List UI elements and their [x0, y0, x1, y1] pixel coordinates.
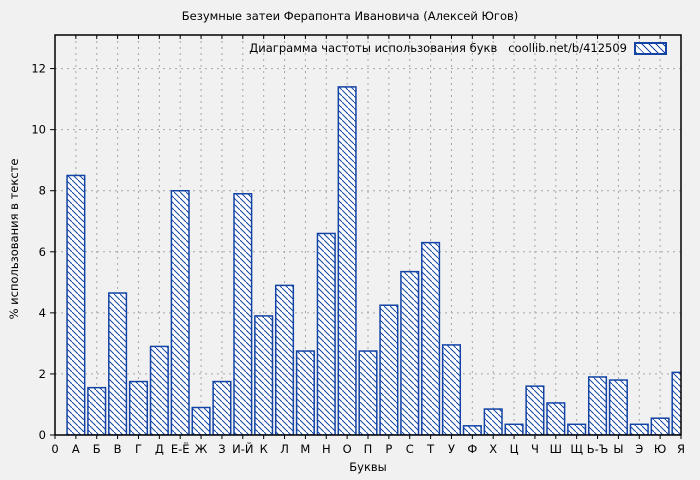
x-tick-label: Б — [93, 442, 101, 456]
bar-У — [441, 344, 462, 435]
legend-swatch-hatch — [634, 42, 667, 55]
x-tick-label: П — [364, 442, 373, 456]
bar-Х — [483, 408, 503, 435]
x-tick-label: Ч — [531, 442, 539, 456]
bar-Г — [128, 380, 149, 435]
y-tick-label: 10 — [31, 123, 46, 137]
bar-И-Й — [233, 193, 253, 435]
bar-В — [108, 292, 128, 435]
x-tick-label: Л — [280, 442, 289, 456]
y-tick-label: 4 — [39, 306, 46, 320]
legend: Диаграмма частоты использования букв coo… — [55, 41, 627, 55]
bar-Э — [629, 423, 649, 435]
x-tick-label: З — [218, 442, 225, 456]
x-tick-label: Н — [322, 442, 331, 456]
x-tick-label: Ы — [613, 442, 623, 456]
bar-Ж — [191, 406, 211, 435]
x-tick-label: Ь-Ъ — [587, 442, 609, 456]
x-tick-label: Ю — [654, 442, 666, 456]
bar-Ы — [608, 379, 628, 435]
bar-Ю — [650, 417, 670, 435]
legend-label: Диаграмма частоты использования букв — [249, 41, 498, 55]
x-tick-label: М — [300, 442, 310, 456]
bar-Я — [671, 371, 681, 435]
x-origin-label: 0 — [51, 442, 58, 456]
x-tick-label: А — [72, 442, 80, 456]
legend-source: coollib.net/b/412509 — [508, 41, 627, 55]
x-tick-label: Д — [155, 442, 164, 456]
bar-Ь-Ъ — [587, 376, 608, 435]
x-tick-label: Э — [635, 442, 643, 456]
x-tick-label: Ф — [467, 442, 477, 456]
bar-М — [295, 350, 315, 435]
bar-С — [400, 270, 420, 435]
bar-Ч — [525, 385, 545, 435]
y-tick-label: 8 — [39, 184, 46, 198]
x-tick-label: В — [114, 442, 122, 456]
x-tick-label: К — [260, 442, 268, 456]
y-tick-label: 0 — [39, 428, 46, 442]
bar-Ц — [504, 423, 524, 435]
tick-labels: 0 А Б В Г Д Е-Ё Ж З И-Й К Л М Н О П Р С Т У Ф Х Ц Ч Ш Щ Ь-Ъ Ы Э Ю Я024… — [31, 62, 685, 456]
x-tick-label: Г — [135, 442, 142, 456]
x-tick-label: Ц — [510, 442, 519, 456]
x-tick-label: С — [406, 442, 414, 456]
bar-А — [66, 174, 86, 435]
y-tick-label: 6 — [39, 245, 46, 259]
bar-Б — [87, 386, 107, 435]
x-tick-label: У — [448, 442, 455, 456]
y-tick-label: 12 — [31, 62, 46, 76]
x-tick-label: Щ — [570, 442, 583, 456]
x-tick-label: Ж — [195, 442, 208, 456]
x-tick-label: О — [343, 442, 352, 456]
bars — [66, 86, 681, 435]
bar-Д — [149, 345, 169, 435]
x-tick-label: Ш — [550, 442, 562, 456]
bar-Ф — [462, 425, 482, 435]
bar-О — [337, 86, 357, 435]
y-tick-label: 2 — [39, 367, 46, 381]
chart-title: Безумные затеи Ферапонта Ивановича (Алек… — [181, 9, 519, 23]
bar-Н — [316, 232, 336, 435]
x-tick-label: И-Й — [232, 441, 253, 456]
x-tick-label: Я — [677, 442, 685, 456]
x-tick-label: Р — [385, 442, 392, 456]
bar-Л — [274, 284, 295, 435]
bar-Ш — [546, 402, 566, 435]
x-tick-label: Т — [426, 442, 435, 456]
bar-Р — [379, 304, 399, 435]
bar-Е-Ё — [170, 189, 190, 435]
bar-П — [358, 350, 378, 435]
bar-Т — [421, 241, 441, 435]
bar-Щ — [567, 423, 587, 435]
y-axis-label: % использования в тексте — [7, 158, 21, 320]
bar-З — [212, 380, 232, 435]
x-tick-label: Е-Ё — [171, 441, 190, 456]
x-axis-label: Буквы — [349, 460, 387, 474]
bar-К — [254, 315, 274, 435]
ticks — [50, 35, 682, 439]
x-tick-label: Х — [489, 442, 497, 456]
